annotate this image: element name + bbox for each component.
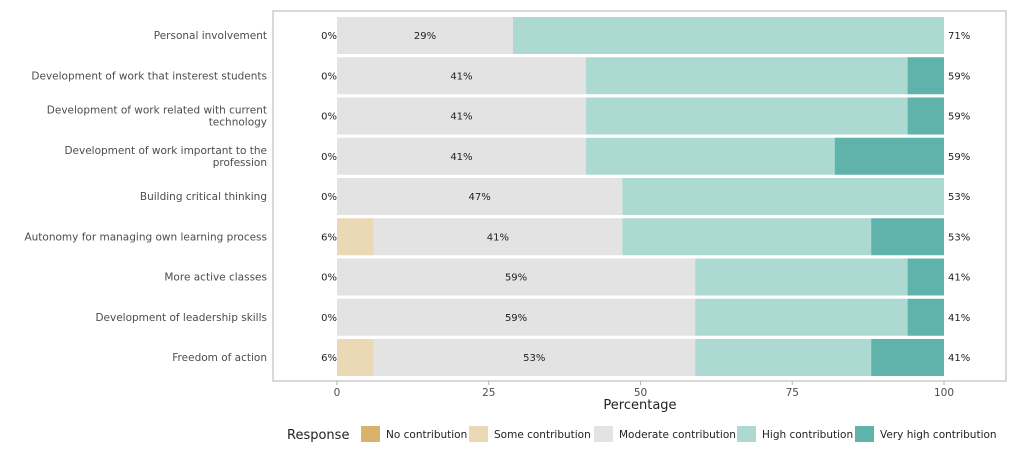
bar-segment <box>337 339 374 376</box>
legend-label: Very high contribution <box>880 429 997 441</box>
data-labels: 0% 29% 71% 0% 41% 59% 0% 41% 59% 0% 41% 59% 0% 47% 53%… <box>321 31 970 364</box>
bar-segment <box>871 218 944 256</box>
bar-segment <box>622 218 872 256</box>
category-label: Development of leadership skills <box>95 312 267 324</box>
left-percent-label: 0% <box>321 31 337 42</box>
bar-segment <box>337 258 696 296</box>
legend-label: High contribution <box>762 429 853 441</box>
left-percent-label: 6% <box>321 232 337 243</box>
right-percent-label: 59% <box>948 71 970 82</box>
bar-segment <box>585 137 835 175</box>
center-percent-label: 59% <box>505 313 527 324</box>
right-percent-label: 41% <box>948 353 970 364</box>
category-label: Building critical thinking <box>140 191 267 203</box>
left-percent-label: 0% <box>321 313 337 324</box>
left-percent-label: 6% <box>321 353 337 364</box>
legend-title: Response <box>287 428 349 443</box>
bar-segment <box>373 339 696 376</box>
category-label: Development of work important to the prof… <box>64 145 267 169</box>
left-percent-label: 0% <box>321 192 337 203</box>
x-axis-title: Percentage <box>603 398 676 413</box>
center-percent-label: 41% <box>450 112 472 123</box>
center-percent-label: 41% <box>487 232 509 243</box>
legend-label: No contribution <box>386 429 467 441</box>
x-tick-label: 0 <box>334 387 341 399</box>
right-percent-label: 53% <box>948 192 970 203</box>
right-percent-label: 59% <box>948 112 970 123</box>
bar-segment <box>373 218 623 256</box>
right-percent-label: 71% <box>948 31 970 42</box>
category-label: Development of work that insterest stude… <box>31 70 267 82</box>
center-percent-label: 41% <box>450 71 472 82</box>
category-label: Freedom of action <box>172 352 267 364</box>
legend-swatch <box>361 426 380 442</box>
bar-segment <box>513 17 944 54</box>
center-percent-label: 41% <box>450 152 472 163</box>
bar-segment <box>337 298 696 336</box>
bar-segment <box>337 57 586 95</box>
bar-segment <box>337 218 374 256</box>
bars-group <box>337 17 944 376</box>
category-label: Personal involvement <box>154 30 267 42</box>
category-labels: Personal involvement Development of work … <box>24 30 267 364</box>
bar-segment <box>695 339 872 376</box>
x-tick-label: 50 <box>634 387 647 399</box>
legend: Response No contribution Some contributio… <box>287 426 997 443</box>
center-percent-label: 47% <box>469 192 491 203</box>
category-label: Development of work related with current… <box>47 105 267 129</box>
center-percent-label: 59% <box>505 273 527 284</box>
x-tick-label: 100 <box>934 387 954 399</box>
legend-swatch <box>469 426 488 442</box>
bar-segment <box>337 178 623 215</box>
bar-segment <box>337 17 514 54</box>
right-percent-label: 41% <box>948 313 970 324</box>
left-percent-label: 0% <box>321 112 337 123</box>
bar-segment <box>585 57 908 95</box>
legend-label: Some contribution <box>494 429 591 441</box>
category-label: Autonomy for managing own learning proce… <box>24 231 267 243</box>
bar-segment <box>337 97 586 135</box>
bar-segment <box>871 339 944 376</box>
bar-segment <box>907 298 944 336</box>
bar-segment <box>907 258 944 296</box>
bar-segment <box>907 57 944 95</box>
x-tick-label: 75 <box>786 387 799 399</box>
bar-segment <box>337 137 586 175</box>
x-axis-ticks: 0 25 50 75 100 <box>334 381 954 399</box>
category-label: More active classes <box>164 272 267 284</box>
bar-segment <box>585 97 908 135</box>
center-percent-label: 53% <box>523 353 545 364</box>
bar-segment <box>907 97 944 135</box>
legend-swatch <box>855 426 874 442</box>
left-percent-label: 0% <box>321 152 337 163</box>
center-percent-label: 29% <box>414 31 436 42</box>
left-percent-label: 0% <box>321 71 337 82</box>
left-percent-label: 0% <box>321 273 337 284</box>
right-percent-label: 59% <box>948 152 970 163</box>
x-tick-label: 25 <box>482 387 495 399</box>
bar-segment <box>695 298 908 336</box>
legend-swatch <box>737 426 756 442</box>
legend-label: Moderate contribution <box>619 429 736 441</box>
bar-segment <box>834 137 944 175</box>
right-percent-label: 53% <box>948 232 970 243</box>
bar-segment <box>695 258 908 296</box>
right-percent-label: 41% <box>948 273 970 284</box>
legend-swatch <box>594 426 613 442</box>
bar-segment <box>622 178 944 215</box>
